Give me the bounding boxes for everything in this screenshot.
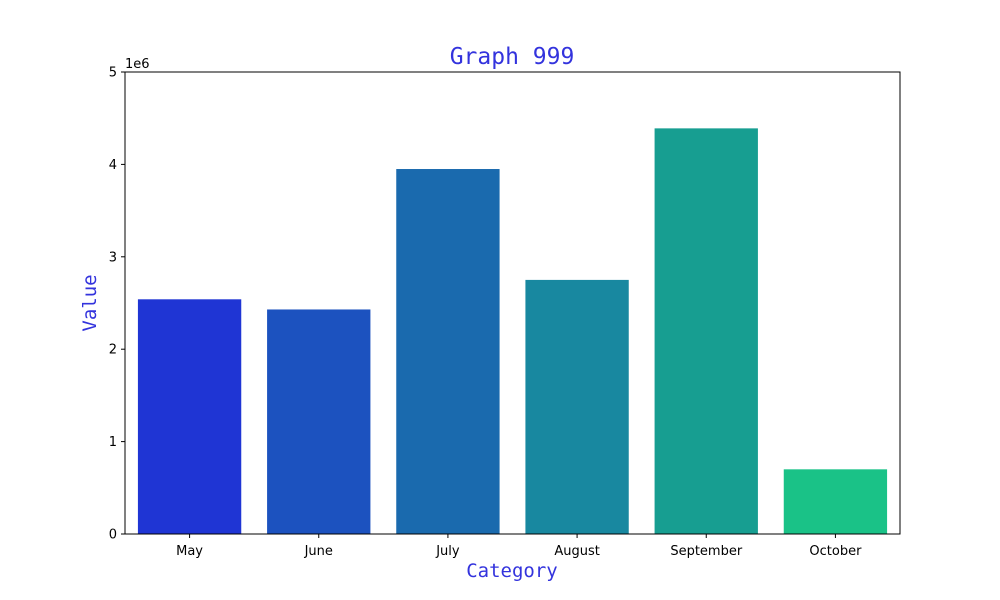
bar-may — [137, 299, 242, 534]
y-tick-label-4: 4 — [109, 158, 117, 173]
plot-frame — [124, 71, 901, 535]
chart-title: Graph 999 — [450, 44, 575, 70]
y-tick-label-5: 5 — [109, 66, 117, 81]
x-tick-label-june: June — [304, 544, 333, 559]
bar-august — [525, 279, 629, 534]
x-tick-label-october: October — [809, 544, 862, 559]
x-tick-label-august: August — [554, 544, 600, 559]
bar-september — [654, 128, 758, 534]
y-tick-label-2: 2 — [109, 343, 117, 358]
x-tick-label-september: September — [670, 544, 743, 559]
x-axis-label: Category — [466, 560, 558, 582]
y-tick-label-3: 3 — [109, 250, 117, 265]
x-tick-label-july: July — [435, 544, 460, 559]
bars-group — [137, 128, 888, 534]
bar-june — [267, 309, 371, 534]
x-axis: May June July August September October — [176, 534, 862, 559]
x-tick-label-may: May — [176, 544, 203, 559]
bar-july — [396, 169, 500, 534]
y-axis-label: Value — [79, 274, 101, 331]
y-tick-label-0: 0 — [109, 528, 117, 543]
y-tick-label-1: 1 — [109, 435, 117, 450]
y-multiplier-label: 1e6 — [125, 57, 150, 72]
bar-october — [783, 469, 888, 534]
y-axis: 0 1 2 3 4 5 — [109, 66, 125, 543]
